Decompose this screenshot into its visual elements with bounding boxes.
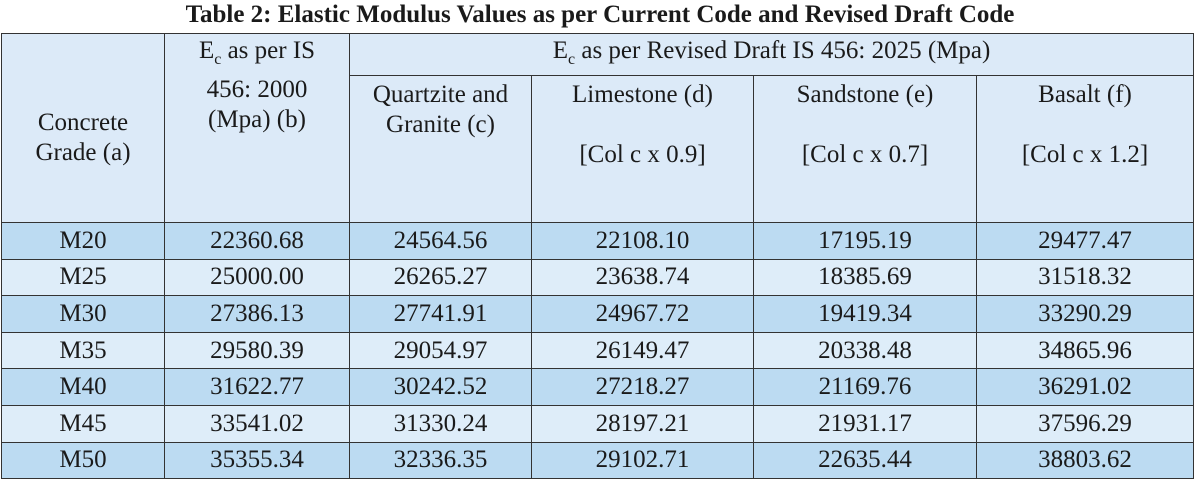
table-cell: 35355.34: [164, 441, 350, 480]
header-text: Sandstone (e): [796, 81, 934, 108]
table-cell: 26149.47: [531, 331, 754, 370]
table: Concrete Grade (a) Ec as per IS 456: 200…: [1, 33, 1195, 480]
header-text: Basalt (f): [1038, 81, 1132, 108]
table-cell: 32336.35: [349, 441, 532, 480]
table-cell: M25: [1, 258, 165, 297]
table-title: Table 2: Elastic Modulus Values as per C…: [185, 1, 1015, 28]
header-text: E: [198, 37, 215, 64]
header-cell: Ec as per IS 456: 2000 (Mpa) (b): [164, 33, 350, 223]
table-cell: 27741.91: [349, 295, 532, 333]
table-cell: 26265.27: [349, 258, 532, 297]
header-cell: Basalt (f) [Col c x 1.2]: [975, 75, 1195, 223]
table-row: M20 22360.68 24564.56 22108.10 17195.19 29477…: [1, 222, 1195, 260]
table-cell: 29054.97: [349, 331, 532, 370]
header-note: [Col c x 0.9]: [579, 141, 706, 168]
table-cell: 31622.77: [164, 368, 350, 406]
header-text: Limestone (d): [572, 81, 713, 108]
header-subscript: c: [214, 51, 222, 68]
table-row: M40 31622.77 30242.52 27218.27 21169.76 36291…: [1, 368, 1195, 406]
table-cell: 34865.96: [975, 331, 1195, 370]
table-cell: 22360.68: [164, 222, 350, 260]
header-subscript: c: [568, 51, 576, 68]
table-cell: M45: [1, 404, 165, 443]
header-text: Concrete Grade (a): [35, 109, 131, 166]
header-cell: Ec as per Revised Draft IS 456: 2025 (Mp…: [348, 33, 1195, 76]
header-note: [Col c x 1.2]: [1021, 141, 1149, 168]
table-cell: 37596.29: [975, 404, 1195, 443]
table-cell: 17195.19: [753, 222, 977, 260]
table-cell: 21169.76: [753, 368, 977, 406]
table-row: M45 33541.02 31330.24 28197.21 21931.17 37596…: [1, 404, 1195, 443]
table-cell: 38803.62: [975, 441, 1195, 480]
table-cell: 24564.56: [349, 222, 532, 260]
table-cell: 31330.24: [349, 404, 532, 443]
table-cell: 33290.29: [975, 295, 1195, 333]
table-cell: 27218.27: [531, 368, 754, 406]
table-row: M25 25000.00 26265.27 23638.74 18385.69 31518…: [1, 258, 1195, 297]
header-text: as per Revised Draft IS 456: 2025 (Mpa): [575, 37, 991, 64]
table-cell: 25000.00: [164, 258, 350, 297]
table-cell: 22108.10: [531, 222, 754, 260]
header-text: E: [552, 37, 568, 64]
table-cell: M40: [1, 368, 165, 406]
table-cell: 31518.32: [975, 258, 1195, 297]
table-cell: M20: [1, 222, 165, 260]
table-row: M30 27386.13 27741.91 24967.72 19419.34 33290…: [1, 295, 1195, 333]
header-cell: Concrete Grade (a): [1, 33, 165, 223]
table-cell: M50: [1, 441, 165, 480]
table-cell: 36291.02: [975, 368, 1195, 406]
table-cell: 23638.74: [531, 258, 754, 297]
table-cell: 29477.47: [975, 222, 1195, 260]
table-cell: M35: [1, 331, 165, 370]
header-text: Quartzite and Granite (c): [372, 81, 509, 138]
table-cell: 20338.48: [753, 331, 977, 370]
header-cell: Quartzite and Granite (c): [349, 75, 532, 223]
table-cell: 22635.44: [753, 441, 977, 480]
header-text: as per IS 456: 2000 (Mpa) (b): [206, 37, 316, 133]
table-cell: 24967.72: [531, 295, 754, 333]
table-cell: 30242.52: [349, 368, 532, 406]
header-note: [Col c x 0.7]: [801, 141, 929, 168]
table-row: M50 35355.34 32336.35 29102.71 22635.44 38803…: [1, 441, 1195, 480]
table-cell: 29102.71: [531, 441, 754, 480]
table-cell: 33541.02: [164, 404, 350, 443]
table-cell: 18385.69: [753, 258, 977, 297]
table-cell: M30: [1, 295, 165, 333]
header-cell: Limestone (d) [Col c x 0.9]: [531, 75, 754, 223]
table-row: M35 29580.39 29054.97 26149.47 20338.48 34865…: [1, 331, 1195, 370]
table-cell: 27386.13: [164, 295, 350, 333]
table-cell: 28197.21: [531, 404, 754, 443]
table-cell: 29580.39: [164, 331, 350, 370]
header-cell: Sandstone (e) [Col c x 0.7]: [753, 75, 977, 223]
table-cell: 19419.34: [753, 295, 977, 333]
table-cell: 21931.17: [753, 404, 977, 443]
